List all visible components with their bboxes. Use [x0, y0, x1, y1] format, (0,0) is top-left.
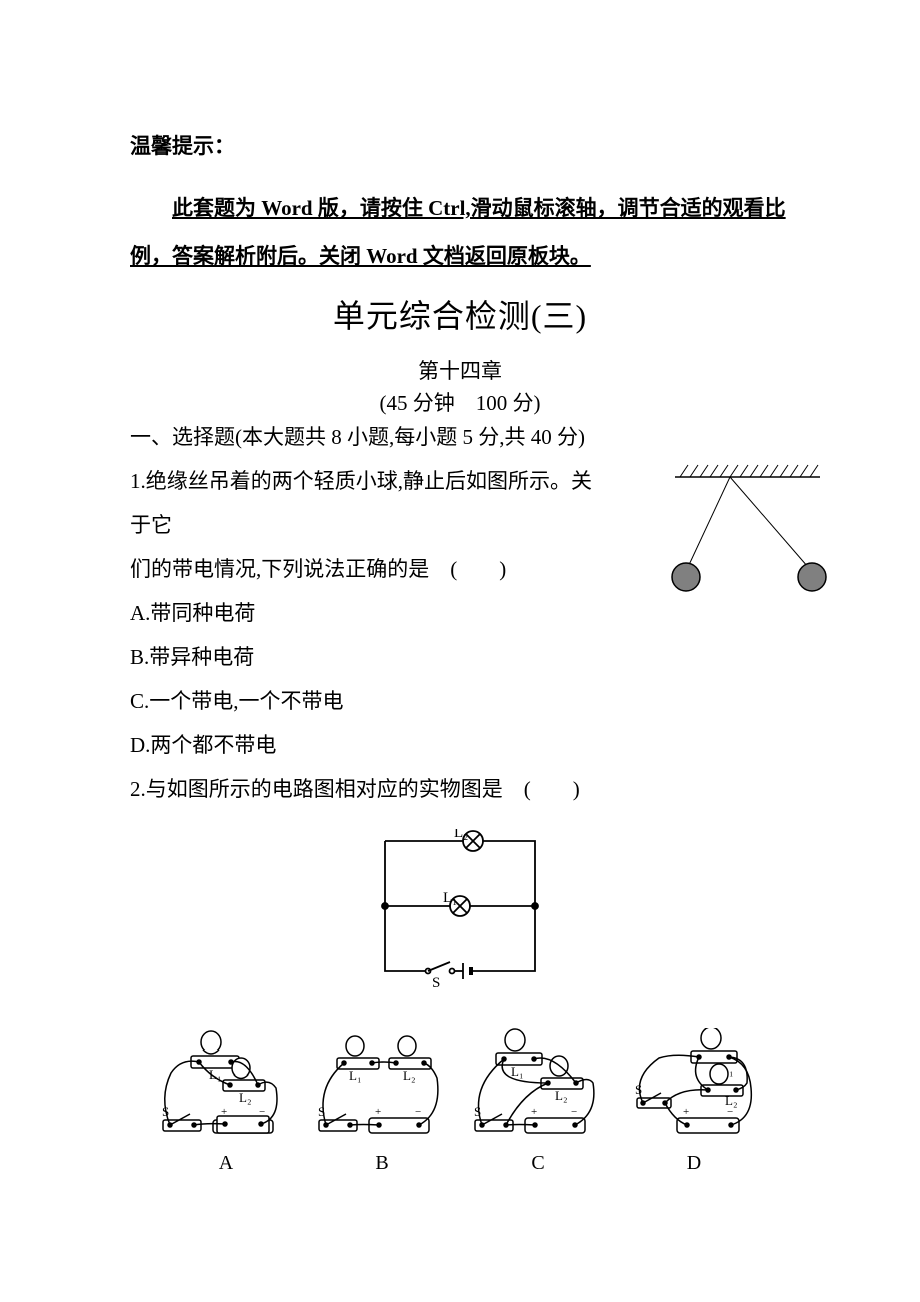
svg-text:−: − — [727, 1106, 733, 1118]
instruction-text: 此套题为 Word 版，请按住 Ctrl,滑动鼠标滚轴，调节合适的观看比例，答案… — [130, 184, 790, 281]
svg-text:L₂: L₂ — [555, 1088, 567, 1103]
section-heading: 一、选择题(本大题共 8 小题,每小题 5 分,共 40 分) — [130, 421, 790, 451]
q1-line2: 们的带电情况,下列说法正确的是 ( ) — [130, 547, 610, 591]
option-b-item: L₁ L₂ S + − — [307, 1028, 457, 1175]
option-c-diagram: L₁ L₂ S + − — [463, 1028, 613, 1148]
svg-text:+: + — [375, 1106, 381, 1118]
q1-option-b: B.带异种电荷 — [130, 635, 610, 679]
answer-options-row: L₁ L₂ S — [130, 1028, 790, 1175]
option-d-label: D — [687, 1152, 701, 1175]
q1-option-c: C.一个带电,一个不带电 — [130, 679, 610, 723]
svg-text:−: − — [259, 1106, 265, 1118]
option-c-item: L₁ L₂ S + − — [463, 1028, 613, 1175]
option-b-diagram: L₁ L₂ S + − — [307, 1028, 457, 1148]
svg-text:−: − — [415, 1106, 421, 1118]
l2-label: L₂ — [454, 829, 468, 841]
svg-text:−: − — [571, 1106, 577, 1118]
q1-option-a: A.带同种电荷 — [130, 591, 610, 635]
q1-line1: 1.绝缘丝吊着的两个轻质小球,静止后如图所示。关于它 — [130, 459, 610, 547]
q1-figure — [670, 459, 860, 589]
option-a-label: A — [219, 1152, 233, 1175]
s-label: S — [432, 975, 440, 991]
svg-text:L₂: L₂ — [403, 1068, 415, 1083]
option-a-item: L₁ L₂ S — [151, 1028, 301, 1175]
svg-text:+: + — [531, 1106, 537, 1118]
svg-text:+: + — [221, 1106, 227, 1118]
hint-label: 温馨提示： — [130, 130, 790, 160]
svg-text:L₁: L₁ — [511, 1064, 523, 1079]
svg-text:+: + — [683, 1106, 689, 1118]
option-d-diagram: L₁ L₂ S + − — [619, 1028, 769, 1148]
main-title: 单元综合检测(三) — [130, 291, 790, 337]
svg-text:L₂: L₂ — [239, 1090, 251, 1105]
svg-text:S: S — [635, 1082, 642, 1097]
question-2-text: 2.与如图所示的电路图相对应的实物图是 ( ) — [130, 767, 790, 811]
circuit-diagram: L₂ L₁ S — [130, 829, 790, 1004]
svg-text:L₁: L₁ — [349, 1068, 361, 1083]
option-c-label: C — [531, 1152, 544, 1175]
l1-label: L₁ — [443, 890, 457, 906]
option-d-item: L₁ L₂ S + − — [619, 1028, 769, 1175]
q1-option-d: D.两个都不带电 — [130, 723, 610, 767]
chapter-label: 第十四章 — [130, 355, 790, 385]
time-score: (45 分钟 100 分) — [130, 387, 790, 417]
option-b-label: B — [375, 1152, 388, 1175]
option-a-diagram: L₁ L₂ S — [151, 1028, 301, 1148]
question-1: 1.绝缘丝吊着的两个轻质小球,静止后如图所示。关于它 们的带电情况,下列说法正确… — [130, 459, 790, 768]
